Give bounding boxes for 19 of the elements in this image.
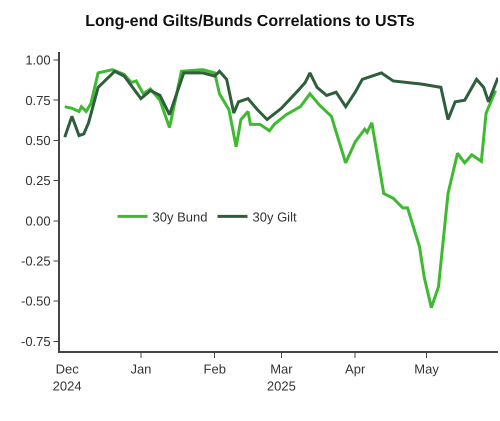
x-tick-label: Dec 2024 (52, 361, 82, 394)
x-tick-label: Feb (204, 361, 226, 376)
line-series (63, 70, 498, 139)
y-tick-label: 0.00 (25, 213, 51, 228)
y-tick-label: 1.00 (25, 52, 51, 68)
y-tick-label: -0.50 (21, 294, 51, 309)
x-tick-label: May (414, 361, 440, 376)
legend-label: 30y Gilt (252, 209, 297, 224)
line-series (63, 68, 498, 310)
x-tick-label: Jan (130, 361, 152, 376)
x-tick-label: Mar 2025 (266, 361, 296, 394)
x-tick-label: Apr (345, 361, 366, 376)
y-tick-label: -0.25 (21, 254, 51, 269)
y-tick-label: 0.50 (25, 132, 51, 148)
y-tick-label: 0.25 (25, 173, 51, 188)
chart-title: Long-end Gilts/Bunds Correlations to USTs (85, 12, 415, 30)
y-tick-label: -0.75 (21, 334, 51, 349)
legend-label: 30y Bund (152, 209, 208, 224)
y-tick-label: 0.75 (25, 92, 51, 108)
